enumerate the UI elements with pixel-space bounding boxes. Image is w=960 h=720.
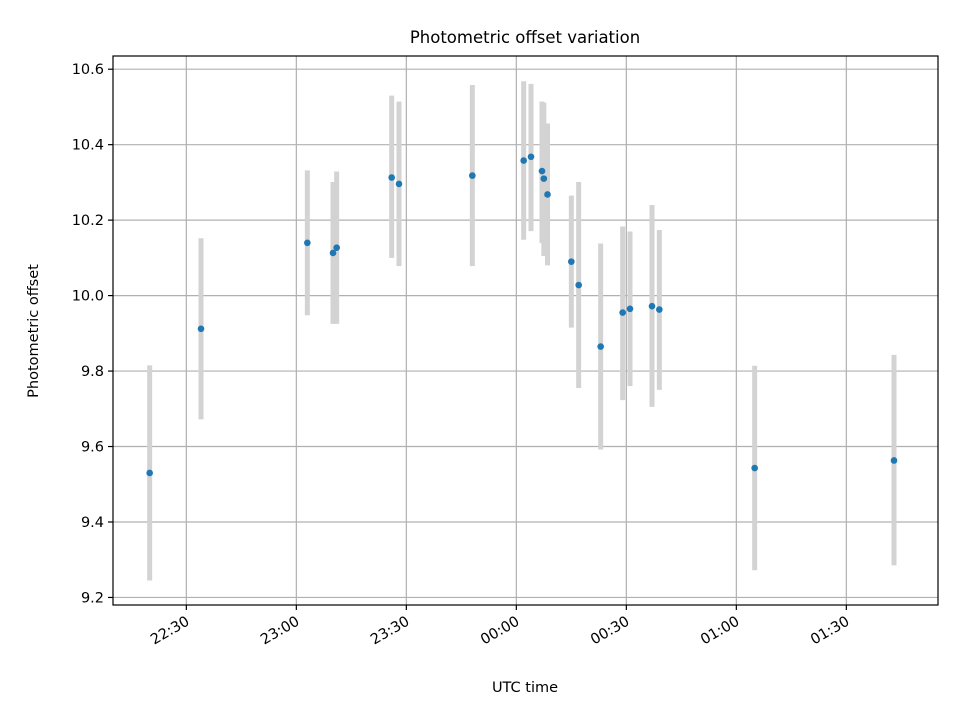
data-point: [751, 464, 758, 472]
data-point: [575, 281, 582, 289]
y-tick-label: 10.0: [72, 289, 104, 305]
data-point: [568, 258, 575, 265]
chart-title: Photometric offset variation: [410, 28, 640, 47]
data-points: [146, 153, 898, 477]
data-point: [395, 180, 403, 188]
y-axis-ticks: 9.2 9.4 9.6 9.8 10.0 10.2 10.4 10.6: [72, 62, 113, 606]
data-point: [626, 305, 634, 313]
x-axis-label: UTC time: [492, 680, 558, 696]
data-point: [520, 157, 527, 164]
y-tick-label: 10.2: [72, 213, 104, 229]
data-point: [333, 244, 340, 251]
y-tick-label: 9.6: [81, 440, 104, 456]
y-tick-label: 9.8: [81, 364, 104, 380]
y-tick-label: 9.4: [81, 515, 104, 531]
data-point: [544, 191, 551, 198]
y-tick-label: 10.6: [72, 62, 104, 78]
data-point: [540, 175, 548, 182]
data-point: [329, 249, 337, 257]
data-point: [597, 343, 604, 350]
data-point: [388, 174, 395, 181]
y-tick-label: 10.4: [72, 138, 104, 154]
y-axis-label: Photometric offset: [26, 264, 42, 398]
data-point: [648, 302, 656, 310]
y-tick-label: 9.2: [81, 590, 104, 606]
plot-area-frame: [112, 55, 939, 606]
data-point: [619, 309, 626, 316]
data-point: [656, 306, 663, 313]
data-point: [538, 167, 546, 175]
data-point: [146, 469, 153, 477]
data-point: [890, 457, 898, 464]
data-point: [527, 153, 535, 161]
data-point: [469, 172, 476, 179]
data-point: [197, 325, 205, 333]
data-point: [304, 239, 311, 247]
